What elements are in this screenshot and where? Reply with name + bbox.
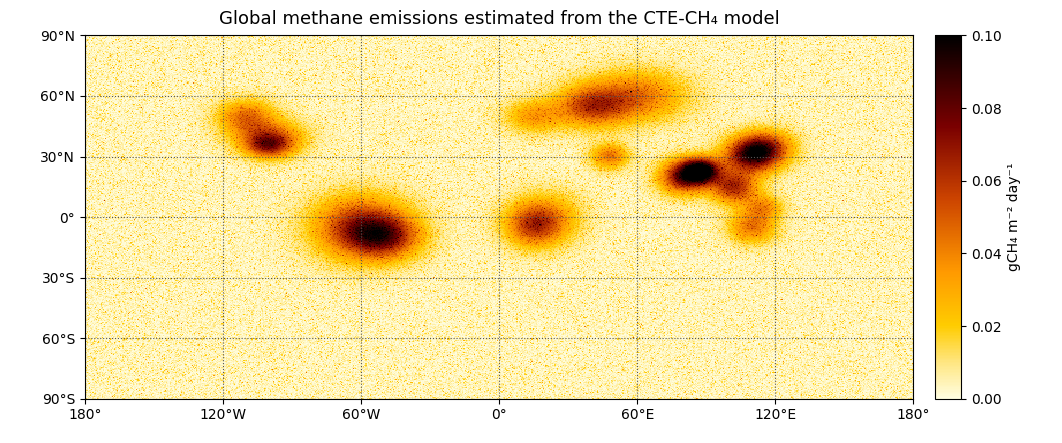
- Y-axis label: gCH₄ m⁻² day⁻¹: gCH₄ m⁻² day⁻¹: [1007, 163, 1022, 271]
- Title: Global methane emissions estimated from the CTE-CH₄ model: Global methane emissions estimated from …: [219, 10, 780, 28]
